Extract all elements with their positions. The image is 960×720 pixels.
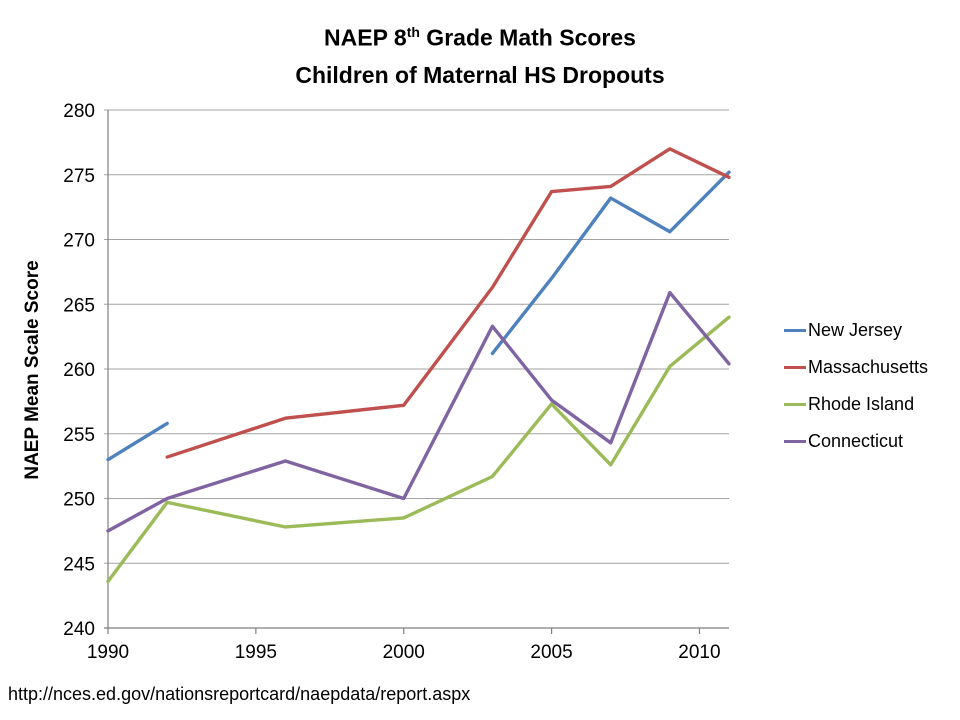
series-line-connecticut xyxy=(106,290,731,533)
y-tick-label: 240 xyxy=(63,619,95,640)
series-line-new-jersey xyxy=(490,170,731,356)
chart-subtitle: Children of Maternal HS Dropouts xyxy=(295,61,665,88)
y-tick-label: 245 xyxy=(63,554,95,575)
x-tick-label: 2010 xyxy=(678,642,720,663)
y-tick-label: 265 xyxy=(63,295,95,316)
x-tick-label: 1995 xyxy=(235,642,277,663)
x-tick-label: 1990 xyxy=(87,642,129,663)
legend-item-massachusetts: Massachusetts xyxy=(784,349,954,386)
y-tick-label: 275 xyxy=(63,166,95,187)
chart-title-line1: NAEP 8th Grade Math Scores xyxy=(324,24,636,51)
legend-swatch-connecticut xyxy=(784,439,806,444)
y-tick-label: 270 xyxy=(63,231,95,252)
legend: New Jersey Massachusetts Rhode Island Co… xyxy=(784,312,954,460)
legend-label: Rhode Island xyxy=(808,394,915,414)
x-tick-label: 2005 xyxy=(530,642,572,663)
series-line-new-jersey xyxy=(106,421,169,462)
x-tick-label: 2000 xyxy=(383,642,425,663)
series-line-massachusetts xyxy=(165,147,731,459)
y-tick-label: 260 xyxy=(63,360,95,381)
legend-label: New Jersey xyxy=(808,320,903,340)
y-tick-label: 250 xyxy=(63,490,95,511)
legend-swatch-new-jersey xyxy=(784,328,806,333)
legend-swatch-rhode-island xyxy=(784,402,806,407)
legend-item-connecticut: Connecticut xyxy=(784,423,954,460)
chart-title: NAEP 8th Grade Math Scores Children of M… xyxy=(0,14,960,94)
source-url: http://nces.ed.gov/nationsreportcard/nae… xyxy=(8,684,471,704)
y-tick-label: 280 xyxy=(63,101,95,122)
legend-item-rhode-island: Rhode Island xyxy=(784,386,954,423)
legend-label: Massachusetts xyxy=(808,357,929,377)
legend-item-new-jersey: New Jersey xyxy=(784,312,954,349)
legend-swatch-massachusetts xyxy=(784,365,806,370)
y-tick-label: 255 xyxy=(63,425,95,446)
legend-label: Connecticut xyxy=(808,431,904,451)
series-line-rhode-island xyxy=(106,315,731,584)
